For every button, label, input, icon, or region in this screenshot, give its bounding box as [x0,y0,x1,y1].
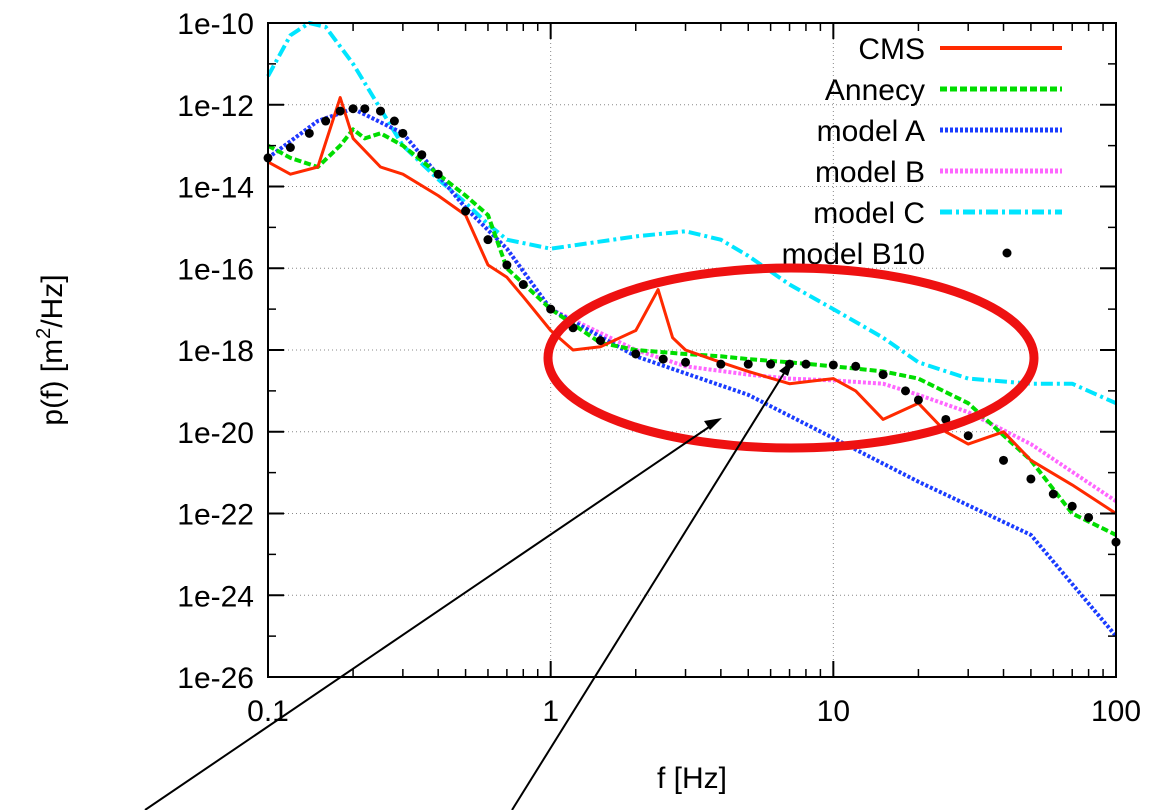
series-point-model-b10 [321,116,331,126]
y-tick-label: 1e-22 [177,499,254,532]
tick-labels: 0.1 1 10 100 1e-26 1e-24 1e-22 1e-20 1e-18 1e-16 1… [177,8,1141,728]
series-point-model-b10 [999,455,1009,465]
series-line-annecy [267,127,1117,537]
series-point-model-b10 [398,128,408,138]
y-tick-label: 1e-24 [177,580,254,613]
series-point-model-b10 [681,357,691,367]
series-point-model-b10 [335,106,345,116]
series-point-model-b10 [743,359,753,369]
series-point-model-b10 [828,360,838,370]
legend-label-model-a: model A [817,115,925,148]
series-point-model-b10 [502,260,512,270]
arrow-head-2 [779,360,793,376]
series-point-model-b10 [716,359,726,369]
series-point-model-b10 [1067,501,1077,511]
series-point-model-b10 [1026,474,1036,484]
series-point-model-b10 [348,104,358,114]
series-point-model-b10 [417,150,427,160]
legend-label-annecy: Annecy [825,74,925,107]
ticks [267,22,1117,678]
series-point-model-b10 [518,280,528,290]
x-tick-label: 100 [1091,695,1141,728]
y-tick-label: 1e-14 [177,172,254,205]
series-point-model-b10 [483,235,493,245]
grid [268,23,1116,677]
x-tick-label: 1 [542,695,559,728]
legend-label-model-c: model C [813,197,925,230]
y-tick-label: 1e-20 [177,417,254,450]
y-axis-title-sup: 2 [33,328,55,339]
series-point-model-b10 [801,359,811,369]
series-point-model-b10 [433,169,443,179]
y-tick-label: 1e-26 [177,662,254,695]
series-point-model-b10 [658,354,668,364]
y-tick-label: 1e-16 [177,253,254,286]
series-point-model-b10 [913,395,923,405]
x-tick-label: 10 [817,695,850,728]
x-axis-title: f [Hz] [657,762,727,795]
series-point-model-b10 [595,336,605,346]
series-point-model-b10 [766,359,776,369]
series-point-model-b10 [941,414,951,424]
legend-sample-model-b10 [1002,248,1012,258]
legend-label-model-b: model B [815,156,925,189]
series-point-model-b10 [389,116,399,126]
legend-label-cms: CMS [858,33,925,66]
series-point-model-b10 [285,142,295,152]
y-tick-label: 1e-12 [177,90,254,123]
series-point-model-b10 [851,361,861,371]
series-point-model-b10 [878,370,888,380]
y-tick-label: 1e-18 [177,335,254,368]
series-point-model-b10 [304,128,314,138]
series-point-model-b10 [461,206,471,216]
arrow-line-1 [144,424,713,810]
y-axis-title: p(f) [m2/Hz] [33,274,69,425]
series-point-model-b10 [546,304,556,314]
series-point-model-b10 [360,104,370,114]
arrow-line-2 [511,369,787,810]
series-point-model-b10 [1084,512,1094,522]
arrow-head-1 [704,418,722,430]
y-axis-title-tail: /Hz] [36,274,69,327]
series-point-model-b10 [631,349,641,359]
series-point-model-b10 [1048,489,1058,499]
y-tick-label: 1e-10 [177,8,254,41]
series-point-model-b10 [900,386,910,396]
y-axis-title-base: p(f) [m [36,339,69,426]
series-point-model-b10 [963,431,973,441]
x-tick-label: 0.1 [247,695,289,728]
series-line-model-c [266,21,1117,406]
highlight-ellipse [543,263,1039,453]
series-point-model-b10 [375,106,385,116]
